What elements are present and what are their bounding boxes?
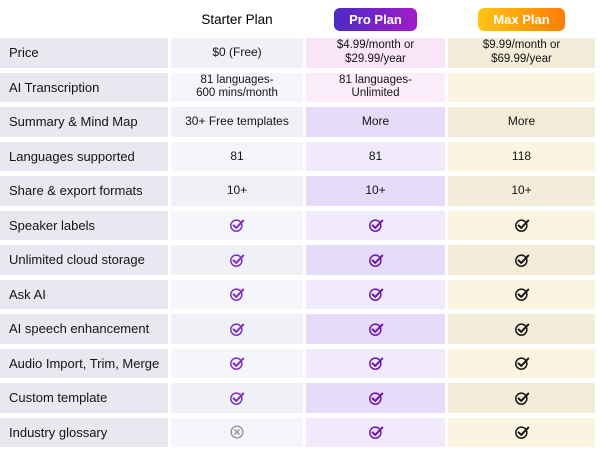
starter-value: 10+: [171, 176, 303, 206]
feature-label: Summary & Mind Map: [0, 107, 168, 137]
feature-label: Price: [0, 38, 168, 68]
feature-label: Speaker labels: [0, 210, 168, 240]
starter-value: 81 languages- 600 mins/month: [171, 72, 303, 102]
check-icon: [514, 217, 530, 233]
feature-label: Custom template: [0, 383, 168, 413]
max-value: More: [448, 107, 595, 137]
table-row-speaker-labels: Speaker labels: [0, 210, 600, 240]
check-icon: [229, 390, 245, 406]
max-value: 118: [448, 141, 595, 171]
feature-label: AI Transcription: [0, 72, 168, 102]
table-row-ask-ai: Ask AI: [0, 279, 600, 309]
starter-value: $0 (Free): [171, 38, 303, 68]
table-row-ai-transcription: AI Transcription 81 languages- 600 mins/…: [0, 72, 600, 102]
check-icon: [514, 286, 530, 302]
check-icon: [368, 424, 384, 440]
feature-rows: Price $0 (Free) $4.99/month or $29.99/ye…: [0, 38, 600, 447]
check-icon: [229, 355, 245, 371]
table-row-industry-glossary: Industry glossary: [0, 417, 600, 447]
check-icon: [229, 252, 245, 268]
feature-label: Languages supported: [0, 141, 168, 171]
table-row-speech-enhancement: AI speech enhancement: [0, 314, 600, 344]
check-icon: [229, 217, 245, 233]
table-row-share-export: Share & export formats 10+ 10+ 10+: [0, 176, 600, 206]
check-icon: [514, 355, 530, 371]
feature-label: AI speech enhancement: [0, 314, 168, 344]
starter-value: 30+ Free templates: [171, 107, 303, 137]
starter-value: 81: [171, 141, 303, 171]
pro-value: 81: [306, 141, 445, 171]
pro-plan-button[interactable]: Pro Plan: [334, 8, 417, 31]
pro-value: 10+: [306, 176, 445, 206]
feature-label: Industry glossary: [0, 417, 168, 447]
feature-label: Unlimited cloud storage: [0, 245, 168, 275]
table-row-languages: Languages supported 81 81 118: [0, 141, 600, 171]
cross-icon: [229, 424, 245, 440]
table-row-custom-template: Custom template: [0, 383, 600, 413]
max-value-highlighted: 118 languages- Unlimited: [448, 72, 595, 102]
pro-value: $4.99/month or $29.99/year: [306, 38, 445, 68]
check-icon: [514, 424, 530, 440]
check-icon: [514, 252, 530, 268]
check-icon: [229, 286, 245, 302]
plan-header-row: Starter Plan Pro Plan Max Plan: [0, 3, 600, 36]
max-value: 10+: [448, 176, 595, 206]
check-icon: [368, 217, 384, 233]
feature-label: Audio Import, Trim, Merge: [0, 348, 168, 378]
table-row-cloud-storage: Unlimited cloud storage: [0, 245, 600, 275]
check-icon: [514, 390, 530, 406]
pro-value: 81 languages- Unlimited: [306, 72, 445, 102]
check-icon: [368, 286, 384, 302]
pro-value: More: [306, 107, 445, 137]
check-icon: [368, 390, 384, 406]
check-icon: [229, 321, 245, 337]
table-row-price: Price $0 (Free) $4.99/month or $29.99/ye…: [0, 38, 600, 68]
max-value: $9.99/month or $69.99/year: [448, 38, 595, 68]
starter-plan-header: Starter Plan: [201, 12, 273, 27]
check-icon: [368, 355, 384, 371]
max-plan-button[interactable]: Max Plan: [478, 8, 565, 31]
table-row-summary-mindmap: Summary & Mind Map 30+ Free templates Mo…: [0, 107, 600, 137]
check-icon: [368, 252, 384, 268]
check-icon: [514, 321, 530, 337]
feature-label: Share & export formats: [0, 176, 168, 206]
table-row-audio-tools: Audio Import, Trim, Merge: [0, 348, 600, 378]
check-icon: [368, 321, 384, 337]
feature-label: Ask AI: [0, 279, 168, 309]
